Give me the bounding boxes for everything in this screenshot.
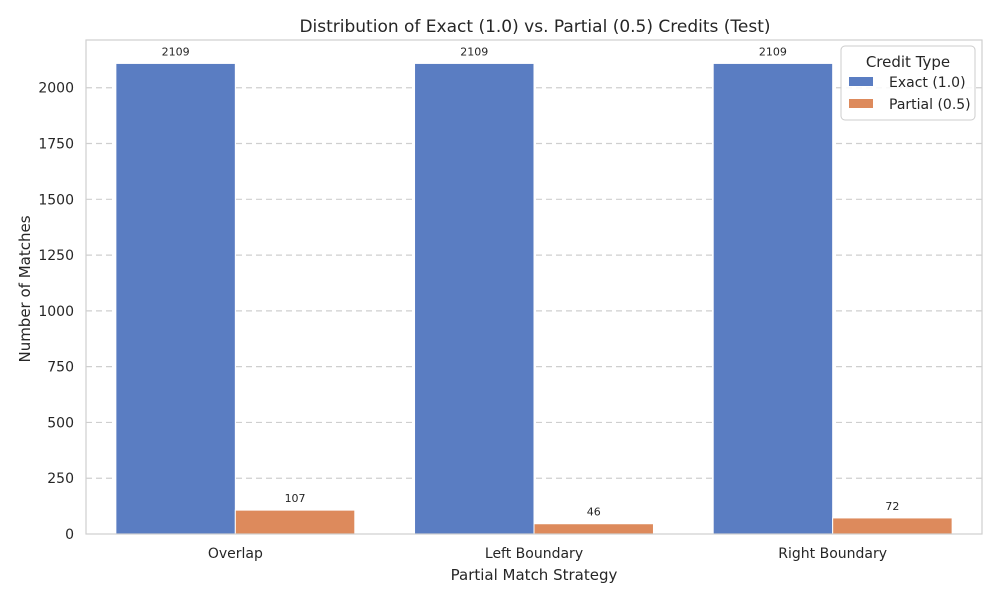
x-tick-label: Overlap [208,546,263,562]
x-axis-ticks: Overlap Left Boundary Right Boundary [208,546,887,562]
x-tick-label: Right Boundary [778,546,887,562]
data-label: 2109 [759,45,787,58]
bar-partial [832,517,953,535]
bars-group [115,62,953,535]
y-tick-label: 1750 [38,137,74,153]
y-tick-label: 0 [65,527,74,543]
chart-title: Distribution of Exact (1.0) vs. Partial … [299,17,770,37]
legend-title: Credit Type [866,53,950,71]
legend: Credit Type Exact (1.0) Partial (0.5) [840,45,976,121]
y-tick-label: 500 [47,415,74,431]
data-label: 2109 [162,45,190,58]
plot-frame [85,39,983,535]
bar-partial [234,509,356,535]
y-tick-label: 1000 [38,304,74,320]
bar-exact [115,62,236,535]
legend-swatch-exact [849,77,873,86]
bar-partial [533,523,654,535]
legend-label-exact: Exact (1.0) [889,75,966,91]
y-tick-label: 2000 [38,81,74,97]
legend-label-partial: Partial (0.5) [889,97,971,113]
y-tick-label: 750 [47,360,74,376]
data-label: 72 [885,500,899,513]
data-labels-group: 2109 107 2109 46 2109 72 [162,45,900,518]
data-label: 107 [285,492,306,505]
data-label: 2109 [460,45,488,58]
y-tick-label: 250 [47,471,74,487]
x-axis-label: Partial Match Strategy [451,566,618,584]
bar-exact [712,62,834,535]
legend-box [840,45,976,121]
legend-swatch-partial [849,99,873,108]
y-tick-label: 1250 [38,248,74,264]
data-label: 46 [587,506,601,519]
y-axis-ticks: 0 250 500 750 1000 1250 1500 1750 2000 [38,81,74,543]
y-tick-label: 1500 [38,192,74,208]
bar-exact [414,62,535,535]
y-axis-label: Number of Matches [16,215,34,362]
x-tick-label: Left Boundary [485,546,583,562]
